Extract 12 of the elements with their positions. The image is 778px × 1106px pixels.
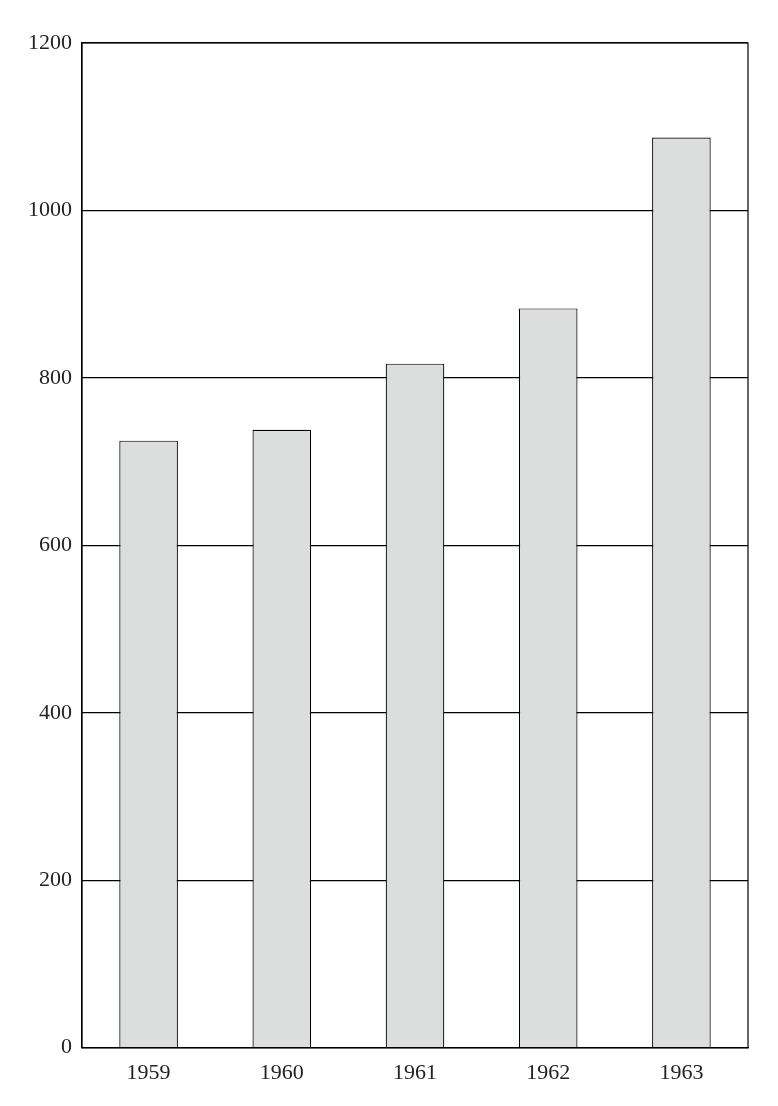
y-tick-label: 400 (39, 698, 72, 724)
x-tick-label: 1963 (659, 1058, 704, 1084)
y-tick-label: 200 (39, 865, 72, 891)
x-tick-label: 1961 (393, 1058, 437, 1084)
y-tick-label: 0 (61, 1033, 72, 1059)
x-tick-label: 1962 (526, 1058, 571, 1084)
x-tick-label: 1960 (259, 1058, 304, 1084)
y-tick-label: 600 (39, 531, 72, 557)
x-tick-label: 1959 (126, 1058, 171, 1084)
y-tick-label: 1200 (28, 28, 72, 54)
y-tick-label: 800 (39, 363, 72, 389)
y-tick-label: 1000 (28, 196, 72, 222)
